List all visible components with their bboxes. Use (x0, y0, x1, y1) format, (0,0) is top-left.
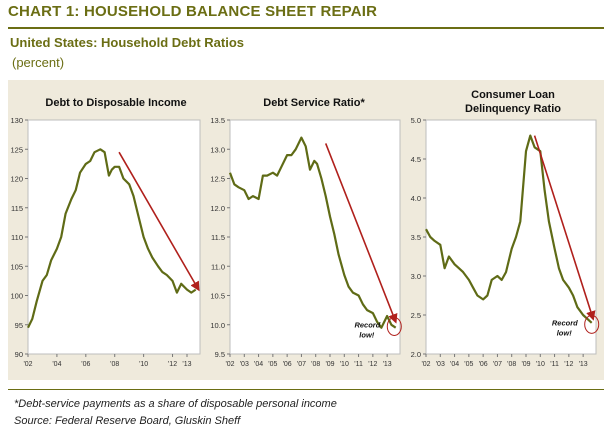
chart3-ytick-label: 5.0 (411, 116, 421, 125)
chart3-xtick-label: '06 (479, 361, 488, 368)
chart2-xtick-label: '02 (225, 361, 234, 368)
chart2-xtick-label: '03 (240, 361, 249, 368)
chart2-xtick-label: '10 (340, 361, 349, 368)
chart2-trend-arrow (324, 143, 398, 324)
chart2-ytick-label: 12.5 (210, 175, 225, 184)
chart1-ytick-label: 100 (10, 292, 23, 301)
chart2-ytick-label: 10.5 (210, 292, 225, 301)
chart2-ytick-label: 9.5 (215, 350, 225, 359)
chart2-ytick-label: 12.0 (210, 204, 225, 213)
chart2-xtick-label: '12 (368, 361, 377, 368)
chart-title: CHART 1: HOUSEHOLD BALANCE SHEET REPAIR (8, 3, 378, 20)
chart2-ytick-label: 11.0 (211, 262, 225, 271)
chart2-ytick-label: 13.0 (210, 145, 225, 154)
chart2-xtick-label: '09 (325, 361, 334, 368)
chart2-series-line (228, 136, 397, 329)
chart2-annotation-line1: Record (354, 321, 380, 330)
chart1-xtick-label: '08 (110, 361, 119, 368)
chart3-ytick-label: 4.5 (411, 155, 421, 164)
chart1-xtick-label: '12 (168, 361, 177, 368)
chart3-xtick-label: '04 (450, 361, 459, 368)
chart1-trend-arrow (118, 151, 200, 292)
chart3-ytick-label: 2.0 (411, 350, 421, 359)
units-label: (percent) (12, 55, 65, 70)
chart3-ytick-label: 3.5 (411, 233, 421, 242)
chart2-ytick-label: 13.5 (210, 116, 225, 125)
chart1-ytick-label: 120 (10, 175, 23, 184)
chart3-title-line1: Consumer Loan (471, 89, 555, 101)
chart1-xtick-label: '13 (182, 361, 191, 368)
chart3-series-line (425, 134, 593, 324)
chart3-xtick-label: '13 (579, 361, 588, 368)
chart2-xtick-label: '13 (383, 361, 392, 368)
charts-panel: Debt to Disposable Income 90 95 100 105 110 11… (8, 80, 604, 380)
charts-svg: Debt to Disposable Income 90 95 100 105 110 11… (10, 89, 600, 368)
chart1-ytick-label: 115 (11, 204, 23, 213)
chart1-ytick-label: 110 (11, 233, 23, 242)
chart3-annotation-line1: Record (552, 318, 578, 327)
chart2-annotation-line2: low! (359, 331, 374, 340)
chart3-xtick-label: '08 (507, 361, 516, 368)
chart3-ytick-label: 3.0 (411, 272, 421, 281)
chart3-xtick-label: '12 (564, 361, 573, 368)
chart3-trend-arrow (533, 135, 596, 321)
chart3-title-line2: Delinquency Ratio (465, 103, 561, 115)
chart2-xtick-label: '08 (311, 361, 320, 368)
chart1-ytick-label: 105 (10, 262, 23, 271)
footnote: *Debt-service payments as a share of dis… (14, 398, 337, 410)
chart1-ytick-label: 125 (10, 145, 23, 154)
chart1-xtick-label: '06 (81, 361, 90, 368)
source-note: Source: Federal Reserve Board, Gluskin S… (14, 415, 241, 427)
chart3-xtick-label: '05 (464, 361, 473, 368)
chart3-ytick-label: 4.0 (411, 194, 421, 203)
chart1-series-line (27, 148, 197, 329)
chart1-xtick-label: '02 (23, 361, 32, 368)
chart2-ytick-label: 10.0 (210, 321, 225, 330)
chart1-xtick-label: '10 (139, 361, 148, 368)
chart3-xtick-label: '11 (550, 361, 559, 368)
chart2-xtick-label: '11 (354, 361, 363, 368)
chart3-xtick-label: '07 (493, 361, 502, 368)
chart1-xtick-label: '04 (52, 361, 61, 368)
chart2-record-low-circle (386, 317, 402, 337)
chart3-xtick-label: '02 (421, 361, 430, 368)
chart2-title: Debt Service Ratio* (263, 97, 365, 109)
chart3-xtick-label: '09 (521, 361, 530, 368)
chart2-xtick-label: '07 (297, 361, 306, 368)
footer-rule (8, 389, 604, 390)
chart2-xtick-label: '05 (268, 361, 277, 368)
chart1-ytick-label: 130 (10, 116, 23, 125)
chart3-annotation-line2: low! (557, 328, 572, 337)
chart3-xtick-label: '10 (536, 361, 545, 368)
chart2-plot-area (229, 119, 401, 355)
chart-subtitle: United States: Household Debt Ratios (10, 35, 245, 50)
chart2-xtick-label: '04 (254, 361, 263, 368)
chart1-plot-area (27, 119, 201, 355)
chart1-ytick-label: 90 (15, 350, 23, 359)
chart2-xtick-label: '06 (283, 361, 292, 368)
chart2-ytick-label: 11.5 (211, 233, 225, 242)
title-rule (8, 27, 604, 29)
chart1-title: Debt to Disposable Income (45, 97, 186, 109)
chart3-xtick-label: '03 (436, 361, 445, 368)
chart3-record-low-circle (584, 314, 600, 334)
chart1-ytick-label: 95 (15, 321, 23, 330)
chart3-ytick-label: 2.5 (411, 311, 421, 320)
